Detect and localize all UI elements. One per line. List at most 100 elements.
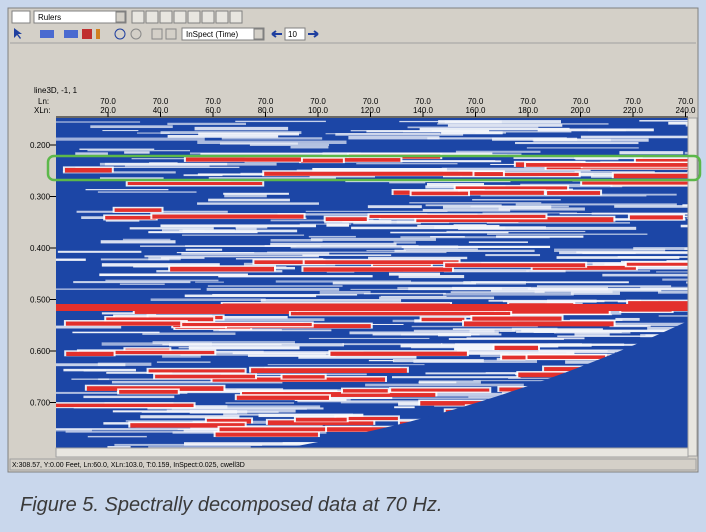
h-scrollbar[interactable] [55, 447, 689, 458]
white-reflector [418, 380, 481, 384]
tool-icon[interactable] [96, 29, 100, 39]
white-reflector [56, 137, 205, 141]
step-input[interactable] [284, 27, 306, 41]
ln-column-label: 70.0 [363, 97, 379, 106]
xln-column-label: 20.0 [100, 106, 116, 115]
white-reflector [98, 378, 216, 381]
white-reflector [411, 347, 496, 349]
dropdown-arrow[interactable] [115, 11, 126, 23]
white-reflector [97, 362, 152, 366]
white-reflector [413, 359, 538, 363]
white-reflector [195, 281, 224, 283]
ruler-dropdown[interactable] [33, 10, 127, 24]
xln-label: XLn: [34, 106, 50, 115]
white-reflector [574, 332, 610, 336]
white-reflector [515, 141, 639, 145]
tool-button[interactable] [201, 10, 215, 24]
white-reflector [588, 129, 626, 132]
xln-column-label: 240.0 [675, 106, 696, 115]
red-reflector [463, 321, 614, 327]
white-reflector [240, 172, 270, 176]
red-reflector [66, 351, 114, 357]
white-reflector [682, 204, 688, 207]
red-reflector [215, 432, 318, 437]
white-reflector [107, 445, 131, 449]
white-reflector [104, 162, 228, 166]
white-reflector [516, 330, 622, 333]
white-reflector [198, 132, 300, 136]
tool-button[interactable] [11, 10, 31, 24]
dropdown-arrow[interactable] [253, 28, 264, 40]
xln-column-label: 140.0 [413, 106, 434, 115]
red-reflector [185, 157, 301, 162]
white-reflector [197, 202, 319, 205]
tool-button[interactable] [229, 10, 243, 24]
tool-icon[interactable] [64, 30, 78, 38]
white-reflector [363, 292, 446, 295]
white-reflector [207, 285, 343, 287]
red-reflector [134, 309, 374, 314]
white-reflector [235, 120, 326, 123]
red-reflector [295, 417, 347, 422]
tool-icon[interactable] [82, 29, 92, 39]
white-reflector [602, 273, 688, 277]
white-reflector [194, 126, 289, 131]
white-reflector [208, 198, 290, 202]
ln-column-label: 70.0 [468, 97, 484, 106]
tool-button[interactable] [159, 10, 173, 24]
white-reflector [499, 330, 634, 332]
white-reflector [57, 250, 142, 253]
white-reflector [427, 137, 567, 140]
white-reflector [633, 247, 688, 250]
inspect-dropdown[interactable] [181, 27, 265, 41]
ln-column-label: 70.0 [258, 97, 274, 106]
white-reflector [119, 283, 165, 285]
zoom-icon[interactable] [130, 28, 142, 40]
white-reflector [614, 205, 688, 208]
ln-column-label: 70.0 [310, 97, 326, 106]
white-reflector [181, 252, 330, 255]
pointer-icon[interactable] [14, 28, 22, 39]
tool-icon[interactable] [40, 30, 54, 38]
white-reflector [305, 210, 448, 212]
red-reflector [421, 317, 465, 322]
tool-button[interactable] [131, 10, 145, 24]
tool-icon[interactable] [151, 28, 163, 40]
white-reflector [204, 315, 288, 319]
white-reflector [100, 258, 170, 261]
next-arrow[interactable] [308, 30, 319, 38]
tool-button[interactable] [215, 10, 229, 24]
tool-button[interactable] [173, 10, 187, 24]
white-reflector [150, 298, 266, 302]
red-reflector [325, 217, 367, 222]
white-reflector [566, 351, 615, 354]
white-reflector [576, 251, 688, 254]
white-reflector [458, 226, 637, 230]
white-reflector [298, 355, 417, 359]
white-reflector [536, 285, 672, 288]
white-reflector [163, 318, 325, 322]
white-reflector [438, 120, 561, 124]
tool-button[interactable] [145, 10, 159, 24]
white-reflector [312, 167, 447, 172]
red-reflector [462, 172, 503, 177]
tool-icon[interactable] [165, 28, 177, 40]
red-reflector [254, 260, 324, 265]
white-reflector [437, 123, 609, 125]
zoom-icon[interactable] [114, 28, 126, 40]
prev-arrow[interactable] [271, 30, 282, 38]
red-reflector [527, 355, 606, 359]
white-reflector [160, 224, 317, 228]
white-reflector [389, 182, 426, 184]
white-reflector [144, 255, 319, 258]
white-reflector [639, 120, 688, 122]
scrollbar[interactable] [687, 117, 698, 457]
white-reflector [368, 359, 395, 362]
tool-button[interactable] [187, 10, 201, 24]
white-reflector [100, 240, 176, 244]
white-reflector [390, 231, 509, 234]
white-reflector [247, 373, 286, 375]
white-reflector [184, 294, 317, 298]
white-reflector [197, 140, 347, 144]
